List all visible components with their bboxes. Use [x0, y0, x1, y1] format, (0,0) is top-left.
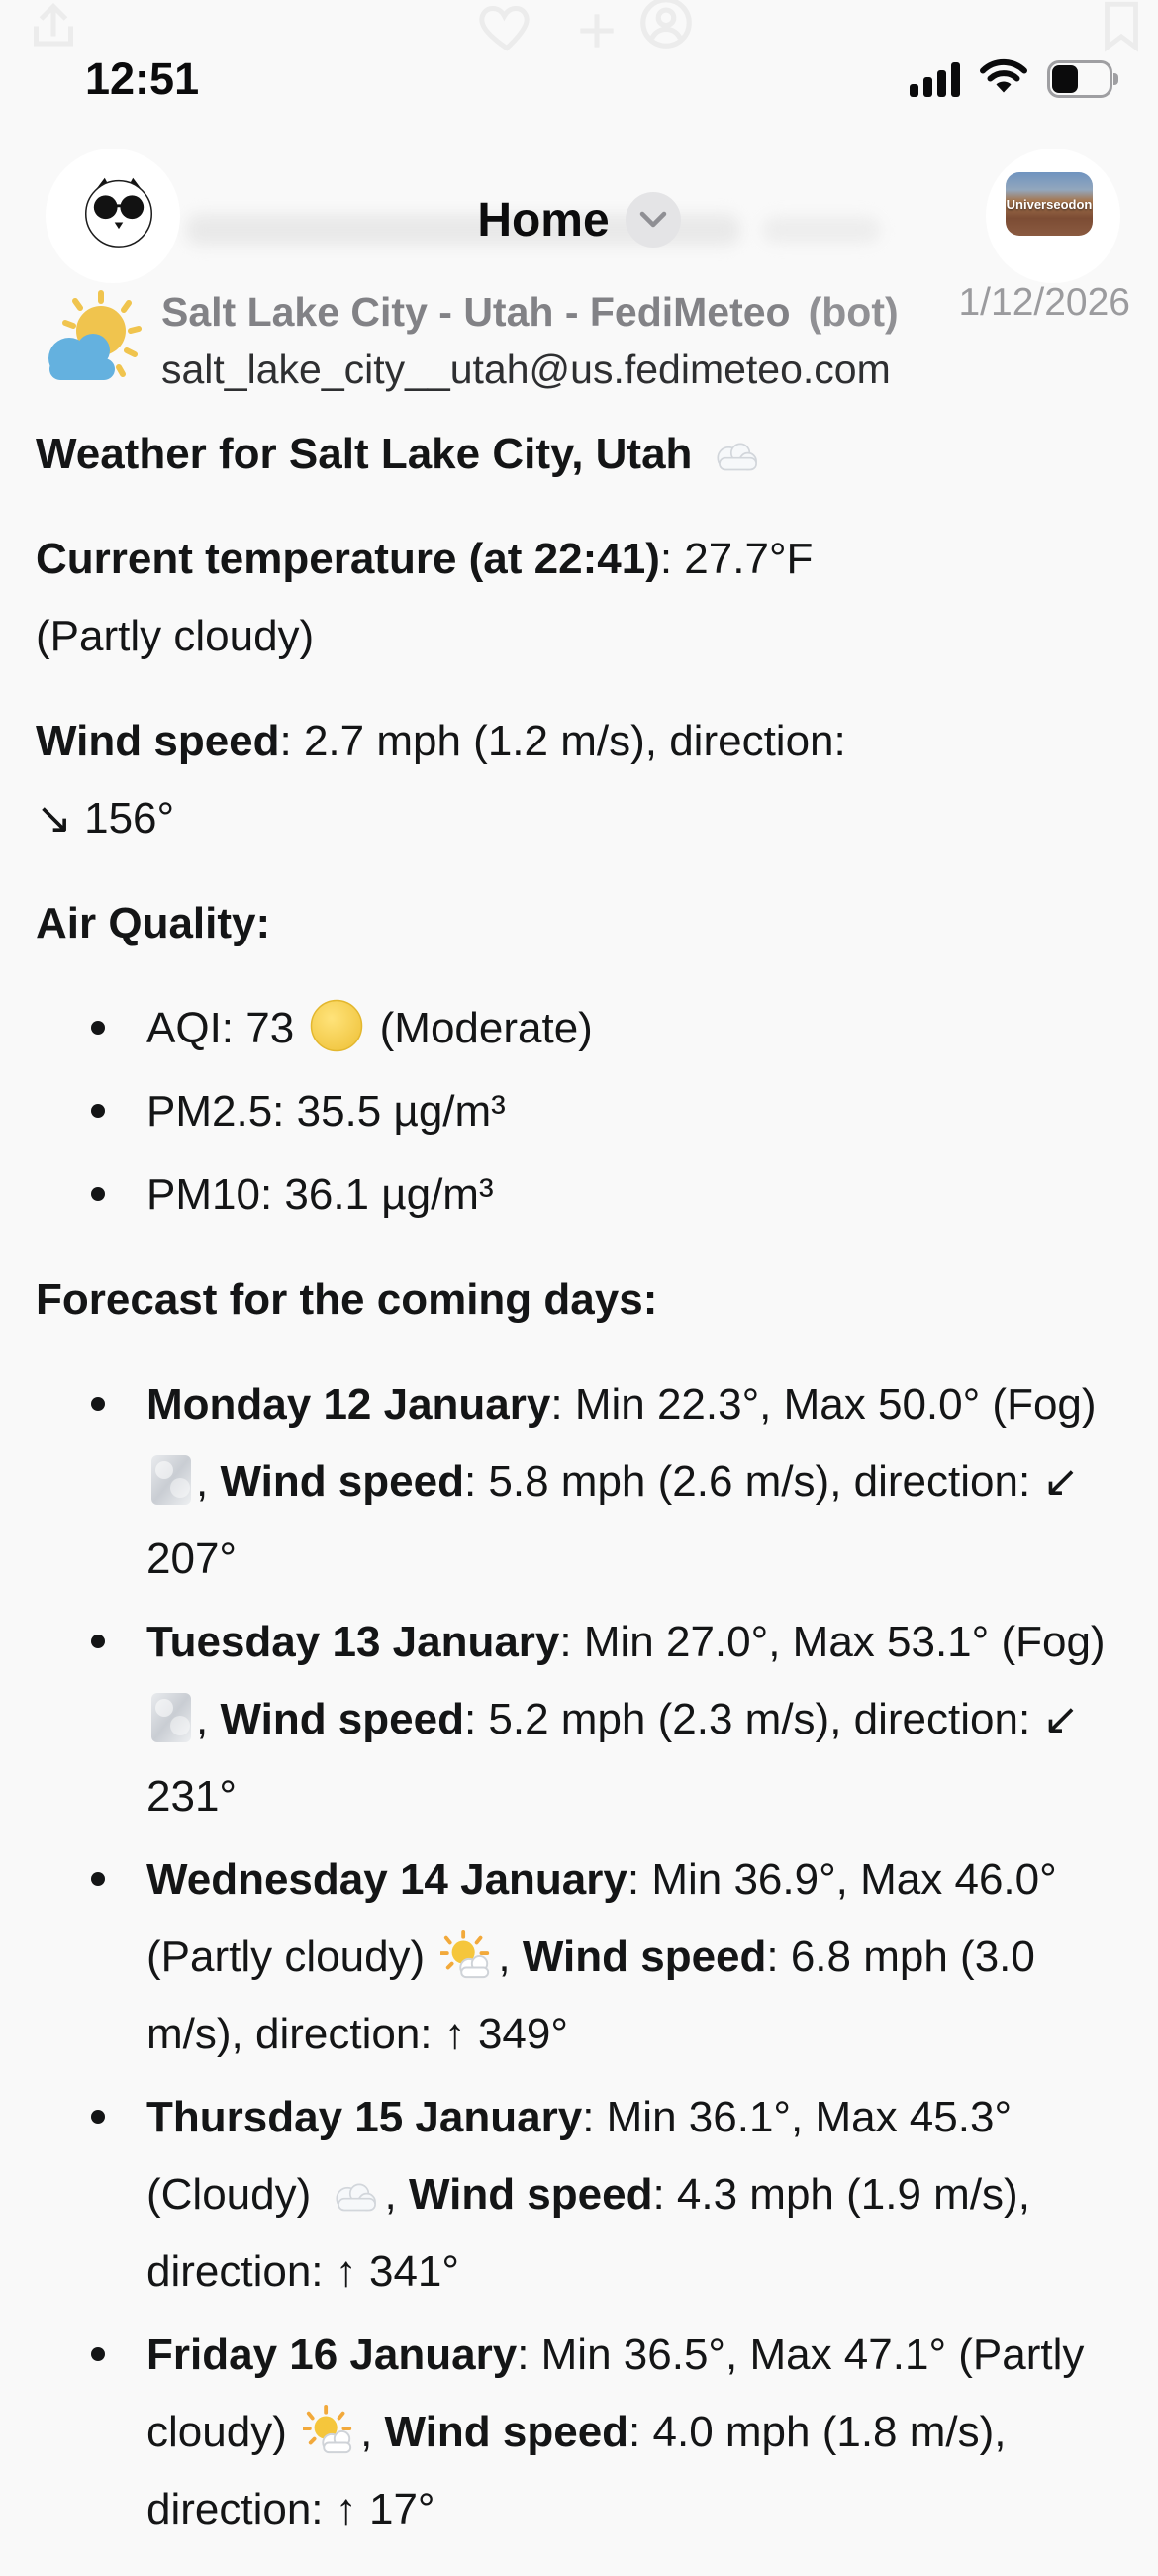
- partly-cloudy-icon: [303, 2405, 356, 2456]
- air-quality-item: PM10: 36.1 µg/m³: [89, 1156, 1132, 1234]
- partly-cloudy-icon: [440, 1930, 494, 1981]
- yellow-circle-icon: [310, 999, 363, 1052]
- forecast-item: Monday 12 January: Min 22.3°, Max 50.0° …: [89, 1366, 1132, 1598]
- air-quality-item: AQI: 73 (Moderate): [89, 990, 1132, 1067]
- cloud-icon: [328, 2175, 381, 2219]
- timeline-title: Home: [477, 193, 610, 247]
- air-quality-list: AQI: 73 (Moderate) PM2.5: 35.5 µg/m³ PM10:…: [89, 990, 1132, 1234]
- forecast-item: Tuesday 13 January: Min 27.0°, Max 53.1°…: [89, 1604, 1132, 1835]
- bot-badge: (bot): [808, 289, 899, 335]
- wind-speed: Wind speed: 2.7 mph (1.2 m/s), direction…: [36, 717, 846, 842]
- post-content[interactable]: Weather for Salt Lake City, Utah Current…: [36, 416, 1132, 2576]
- cellular-signal-icon: [910, 61, 960, 97]
- fedimeteo-avatar-icon[interactable]: [38, 287, 145, 394]
- status-time: 12:51: [85, 53, 200, 104]
- forecast-item: Wednesday 14 January: Min 36.9°, Max 46.…: [89, 1841, 1132, 2073]
- fog-icon: [150, 1692, 192, 1743]
- post-title-line: Weather for Salt Lake City, Utah: [36, 416, 1132, 493]
- current-temperature: Current temperature (at 22:41): 27.7°F (…: [36, 535, 814, 660]
- profile-circle-icon: [635, 0, 697, 53]
- author-display-name: Salt Lake City - Utah - FediMeteo (bot): [161, 289, 899, 335]
- bookmark-icon: [1093, 0, 1150, 55]
- heart-icon: [477, 0, 536, 55]
- forecast-item: Thursday 15 January: Min 36.1°, Max 45.3…: [89, 2079, 1132, 2311]
- plus-icon: [572, 6, 622, 55]
- share-icon: [24, 0, 83, 53]
- forecast-item: Friday 16 January: Min 36.5°, Max 47.1° …: [89, 2317, 1132, 2548]
- post-date: 1/12/2026: [958, 281, 1130, 324]
- forecast-list: Monday 12 January: Min 22.3°, Max 50.0° …: [89, 1366, 1132, 2548]
- user-avatar[interactable]: [81, 174, 156, 249]
- instance-avatar[interactable]: Universeodon: [1006, 172, 1093, 236]
- author-handle: salt_lake_city__utah@us.fedimeteo.com: [161, 347, 891, 392]
- ghost-blurred-text: [762, 216, 881, 244]
- fog-icon: [150, 1454, 192, 1506]
- status-bar: 12:51: [0, 0, 1158, 109]
- instance-avatar-label: Universeodon: [1006, 196, 1093, 212]
- battery-icon: [1047, 60, 1118, 98]
- air-quality-heading: Air Quality:: [36, 899, 271, 947]
- chevron-down-icon: [625, 192, 681, 248]
- timeline-switcher[interactable]: Home: [0, 192, 1158, 248]
- forecast-heading: Forecast for the coming days:: [36, 1275, 658, 1324]
- wifi-icon: [978, 57, 1029, 102]
- cloud-icon: [709, 435, 762, 478]
- air-quality-item: PM2.5: 35.5 µg/m³: [89, 1073, 1132, 1150]
